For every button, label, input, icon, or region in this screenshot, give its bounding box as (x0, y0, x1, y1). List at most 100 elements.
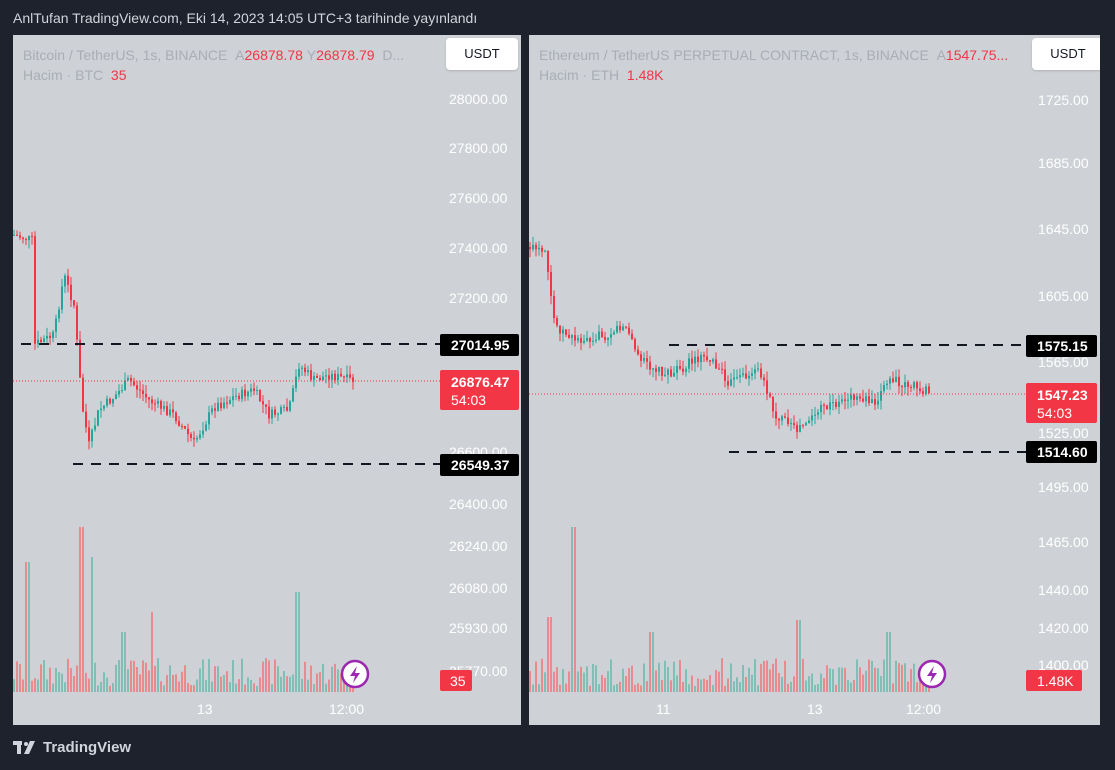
volume-bar (553, 671, 555, 692)
candle-body (757, 368, 759, 370)
volume-bar (751, 674, 753, 692)
volume-bar (913, 663, 915, 692)
lightning-icon[interactable] (917, 659, 947, 689)
volume-bar (748, 667, 750, 692)
support-label: 26549.37 (451, 457, 510, 473)
price-tick: 27200.00 (449, 290, 508, 306)
volume-bar (664, 660, 666, 692)
price-tick: 26400.00 (449, 496, 508, 512)
eth-chart-canvas[interactable]: 1725.00 1685.00 1645.00 1605.00 1565.00 … (529, 35, 1100, 725)
candle-body (904, 382, 906, 388)
resistance-label-bg (1026, 335, 1097, 357)
volume-bar (844, 667, 846, 692)
volume-bar (601, 675, 603, 692)
volume-bar (37, 679, 39, 692)
candle-body (835, 402, 837, 407)
volume-bar (910, 669, 912, 692)
volume-bar (721, 658, 723, 692)
candle-body (121, 390, 123, 392)
candle-body (301, 367, 303, 369)
volume-bar (61, 673, 63, 692)
volume-bar (154, 665, 156, 692)
price-axis: 1725.00 1685.00 1645.00 1605.00 1565.00 … (1038, 92, 1089, 673)
eth-chart-panel[interactable]: 1725.00 1685.00 1645.00 1605.00 1565.00 … (529, 35, 1100, 725)
volume-bar (682, 682, 684, 692)
volume-bar (871, 660, 873, 692)
volume-bar (919, 677, 921, 692)
volume-bar (718, 671, 720, 692)
candle-body (292, 388, 294, 402)
volume-bar (277, 666, 279, 692)
volume-bar (58, 672, 60, 692)
candle-body (721, 368, 723, 370)
candle-body (532, 244, 534, 250)
lightning-icon[interactable] (340, 659, 370, 689)
btc-chart-canvas[interactable]: 28000.00 27800.00 27600.00 27400.00 2720… (13, 35, 521, 725)
volume-bar (73, 675, 75, 692)
volume-bar (88, 678, 90, 692)
currency-button[interactable]: USDT (446, 38, 518, 70)
volume-bar (634, 684, 636, 692)
candle-body (37, 339, 39, 344)
price-tick: 1440.00 (1038, 582, 1089, 598)
candle-body (754, 369, 756, 374)
volume-bar (640, 685, 642, 692)
volume-badge (1026, 670, 1082, 691)
volume-bar (79, 527, 81, 692)
support-label-bg (1026, 441, 1097, 463)
price-tick: 1685.00 (1038, 155, 1089, 171)
candle-body (223, 402, 225, 409)
tradingview-logo[interactable]: TradingView (13, 739, 131, 756)
volume-bar (778, 672, 780, 692)
volume-bar (649, 632, 651, 692)
volume-bar (826, 665, 828, 692)
volume-bar (109, 685, 111, 692)
eth-legend: Ethereum / TetherUS PERPETUAL CONTRACT, … (539, 47, 1009, 83)
candle-body (31, 235, 33, 237)
candle-body (901, 386, 903, 388)
candle-body (226, 402, 228, 404)
candle-body (583, 340, 585, 343)
volume-bar (217, 666, 219, 692)
volume-bar (214, 666, 216, 692)
volume-bar (31, 680, 33, 692)
candle-body (94, 425, 96, 430)
volume-bar (820, 673, 822, 692)
volume-bar (886, 632, 888, 692)
volume-bar (241, 658, 243, 692)
candle-body (148, 397, 150, 400)
volume-bar (595, 665, 597, 692)
symbol-name[interactable]: Ethereum / TetherUS PERPETUAL CONTRACT, … (539, 47, 929, 63)
candle-body (820, 404, 822, 413)
candle-body (859, 396, 861, 399)
candle-body (898, 376, 900, 387)
symbol-name[interactable]: Bitcoin / TetherUS, 1s, BINANCE (23, 47, 228, 63)
candle-body (136, 385, 138, 390)
volume-bar (250, 679, 252, 692)
candle-body (253, 388, 255, 391)
currency-button[interactable]: USDT (1032, 38, 1100, 70)
candle-body (670, 369, 672, 377)
volume-bar (295, 592, 297, 692)
ask-price: 1547.75... (945, 47, 1009, 63)
btc-chart-panel[interactable]: 28000.00 27800.00 27600.00 27400.00 2720… (13, 35, 521, 725)
candle-body (343, 376, 345, 378)
volume-bar (631, 665, 633, 692)
candle-body (685, 368, 687, 372)
candle-body (727, 380, 729, 386)
countdown: 54:03 (1037, 405, 1072, 421)
volume-bar (823, 678, 825, 692)
price-tick: 1645.00 (1038, 221, 1089, 237)
publish-title: AnlTufan TradingView.com, Eki 14, 2023 1… (13, 10, 478, 26)
candle-body (652, 368, 654, 370)
candle-body (352, 377, 354, 383)
candle-body (568, 334, 570, 338)
candle-body (832, 402, 834, 404)
volume-bar (805, 680, 807, 692)
volume-bar (598, 684, 600, 692)
volume-bar (610, 659, 612, 692)
candle-body (874, 399, 876, 405)
candle-body (565, 329, 567, 335)
candle-body (778, 418, 780, 421)
volume-bar (100, 681, 102, 692)
